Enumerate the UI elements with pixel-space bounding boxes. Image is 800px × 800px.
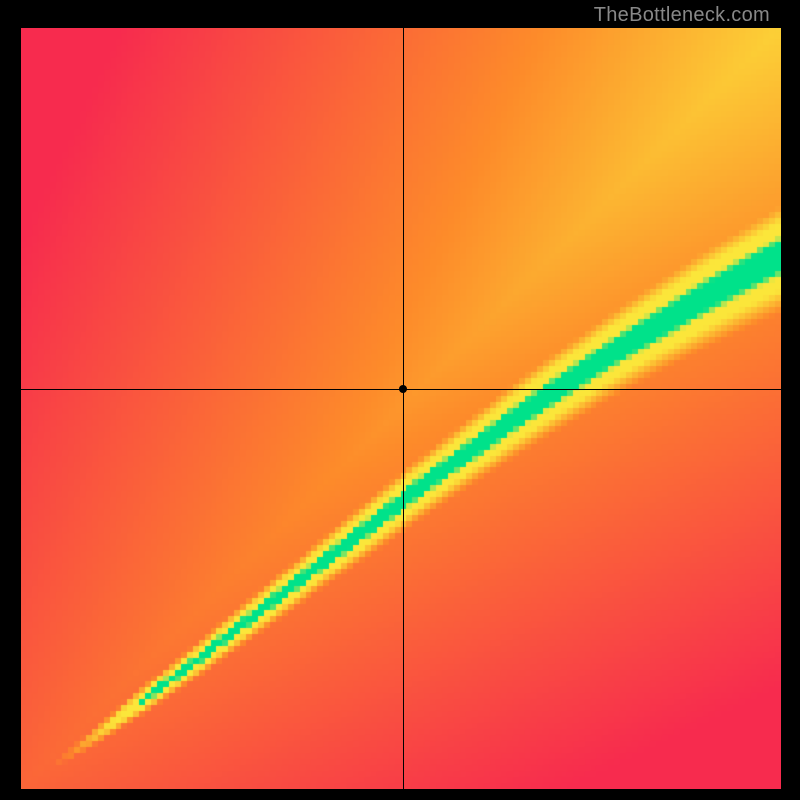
- figure-root: TheBottleneck.com: [0, 0, 800, 800]
- heatmap-canvas: [21, 28, 781, 789]
- plot-area: [21, 28, 781, 789]
- crosshair-marker: [399, 385, 407, 393]
- crosshair-vertical: [403, 28, 404, 789]
- watermark-text: TheBottleneck.com: [594, 4, 770, 27]
